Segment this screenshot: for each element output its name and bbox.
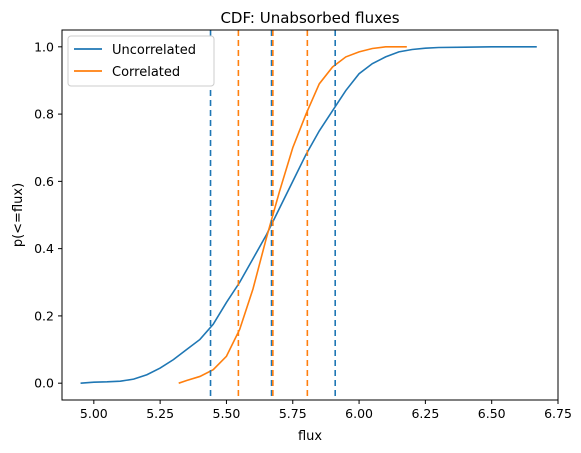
series-line-uncorrelated [80,46,537,384]
legend-box [67,35,215,87]
x-tick-label: 6.50 [478,406,506,421]
x-tick-label: 5.00 [80,406,108,421]
x-tick-label: 6.75 [544,406,572,421]
x-tick-label: 6.25 [411,406,439,421]
y-axis: 0.0 0.2 0.4 0.6 0.8 1.0 [34,39,62,391]
x-tick-label: 5.25 [146,406,174,421]
legend: Uncorrelated Correlated [67,35,215,87]
x-tick-label: 5.75 [279,406,307,421]
series-line-correlated [178,46,407,384]
x-axis: 5.00 5.25 5.50 5.75 6.00 6.25 6.50 6.75 [80,400,572,421]
y-tick-label: 0.4 [34,241,54,256]
legend-label-correlated: Correlated [112,65,180,80]
chart-title: CDF: Unabsorbed fluxes [220,9,399,27]
axes-frame [61,29,559,401]
x-axis-label: flux [298,429,322,444]
x-tick-label: 6.00 [345,406,373,421]
y-tick-label: 0.2 [34,308,54,323]
plot-area [80,30,537,400]
legend-label-uncorrelated: Uncorrelated [112,43,196,58]
y-tick-label: 1.0 [34,39,54,54]
x-tick-label: 5.50 [213,406,241,421]
y-tick-label: 0.8 [34,107,54,122]
y-axis-label: p(<=flux) [11,183,26,247]
y-tick-label: 0.6 [34,174,54,189]
y-tick-label: 0.0 [34,376,54,391]
